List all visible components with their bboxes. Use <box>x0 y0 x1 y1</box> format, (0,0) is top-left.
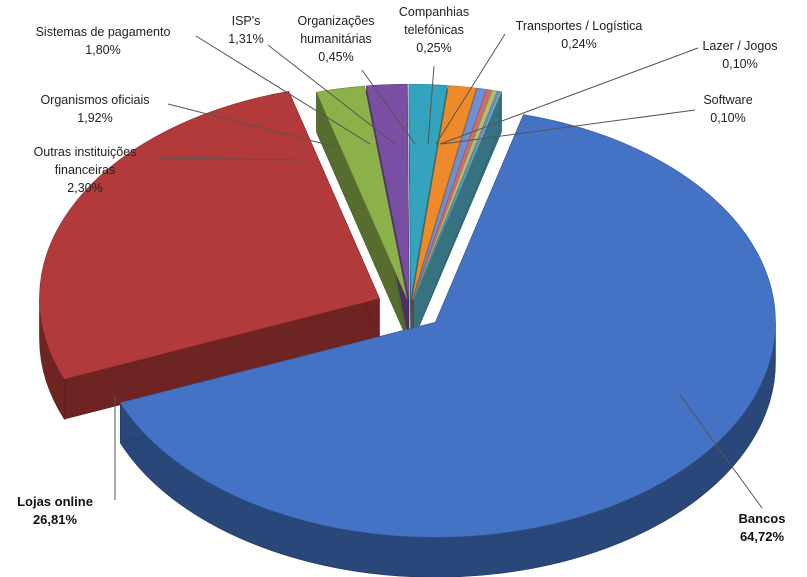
slice-label-line: financeiras <box>55 163 115 177</box>
leader-line-1 <box>679 394 763 509</box>
slice-4 <box>366 83 410 300</box>
slice-label-6: ISP's 1,31% <box>228 14 263 46</box>
leader-line-3 <box>157 157 301 161</box>
slice-label-5: Sistemas de pagamento 1,80% <box>36 25 171 57</box>
slice-6 <box>411 85 477 300</box>
labels-group: Bancos 64,72% Lojas online 26,81% Outras ins… <box>17 5 785 544</box>
slice-label-line: 0,10% <box>710 111 745 125</box>
slice-label-line: Organizações <box>297 14 374 28</box>
slice-label-line: 0,25% <box>416 41 451 55</box>
leader-line-6 <box>267 44 396 145</box>
slice-label-line: 1,80% <box>85 43 120 57</box>
slice-label-line: Outras instituições <box>34 145 137 159</box>
slice-label-1: Bancos 64,72% <box>739 511 786 544</box>
slice-2 <box>39 90 380 380</box>
leader-line-8 <box>427 65 435 145</box>
slice-label-line: 64,72% <box>740 529 785 544</box>
slice-label-line: 0,10% <box>722 57 757 71</box>
slice-11 <box>413 91 503 300</box>
slice-label-line: Organismos oficiais <box>40 93 149 107</box>
slice-label-line: Sistemas de pagamento <box>36 25 171 39</box>
slice-label-line: 2,30% <box>67 181 102 195</box>
slice-label-line: 1,31% <box>228 32 263 46</box>
slice-label-line: Transportes / Logística <box>516 19 643 33</box>
slice-label-line: ISP's <box>232 14 261 28</box>
slice-label-2: Lojas online 26,81% <box>17 494 93 527</box>
slice-label-line: humanitárias <box>300 32 372 46</box>
slice-label-4: Organismos oficiais 1,92% <box>40 93 149 125</box>
slice-label-line: 26,81% <box>33 512 78 527</box>
slice-label-7: Organizações humanitárias 0,45% <box>297 14 374 64</box>
leader-line-9 <box>435 33 506 145</box>
slice-label-line: Companhias <box>399 5 469 19</box>
slice-label-line: Bancos <box>739 511 786 526</box>
leader-lines-group <box>114 33 763 509</box>
slice-1 <box>119 114 776 538</box>
slice-3 <box>316 85 408 300</box>
slice-5 <box>408 83 448 300</box>
slice-label-line: Lojas online <box>17 494 93 509</box>
leader-line-11 <box>441 109 696 145</box>
slice-label-9: Transportes / Logística 0,24% <box>516 19 643 51</box>
slice-label-line: 0,24% <box>561 37 596 51</box>
leader-line-4 <box>167 103 341 149</box>
slice-label-line: Lazer / Jogos <box>702 39 777 53</box>
slice-label-8: Companhias telefónicas 0,25% <box>399 5 469 55</box>
slice-label-line: 1,92% <box>77 111 112 125</box>
slice-label-11: Software 0,10% <box>703 93 752 125</box>
slice-label-3: Outras instituições financeiras 2,30% <box>34 145 137 195</box>
slice-label-line: 0,45% <box>318 50 353 64</box>
slice-tops-group <box>39 83 776 538</box>
slice-label-line: Software <box>703 93 752 107</box>
slice-label-line: telefónicas <box>404 23 464 37</box>
slice-label-10: Lazer / Jogos 0,10% <box>702 39 777 71</box>
leader-line-5 <box>195 35 371 145</box>
leader-line-10 <box>439 47 699 145</box>
leader-line-7 <box>361 69 416 145</box>
